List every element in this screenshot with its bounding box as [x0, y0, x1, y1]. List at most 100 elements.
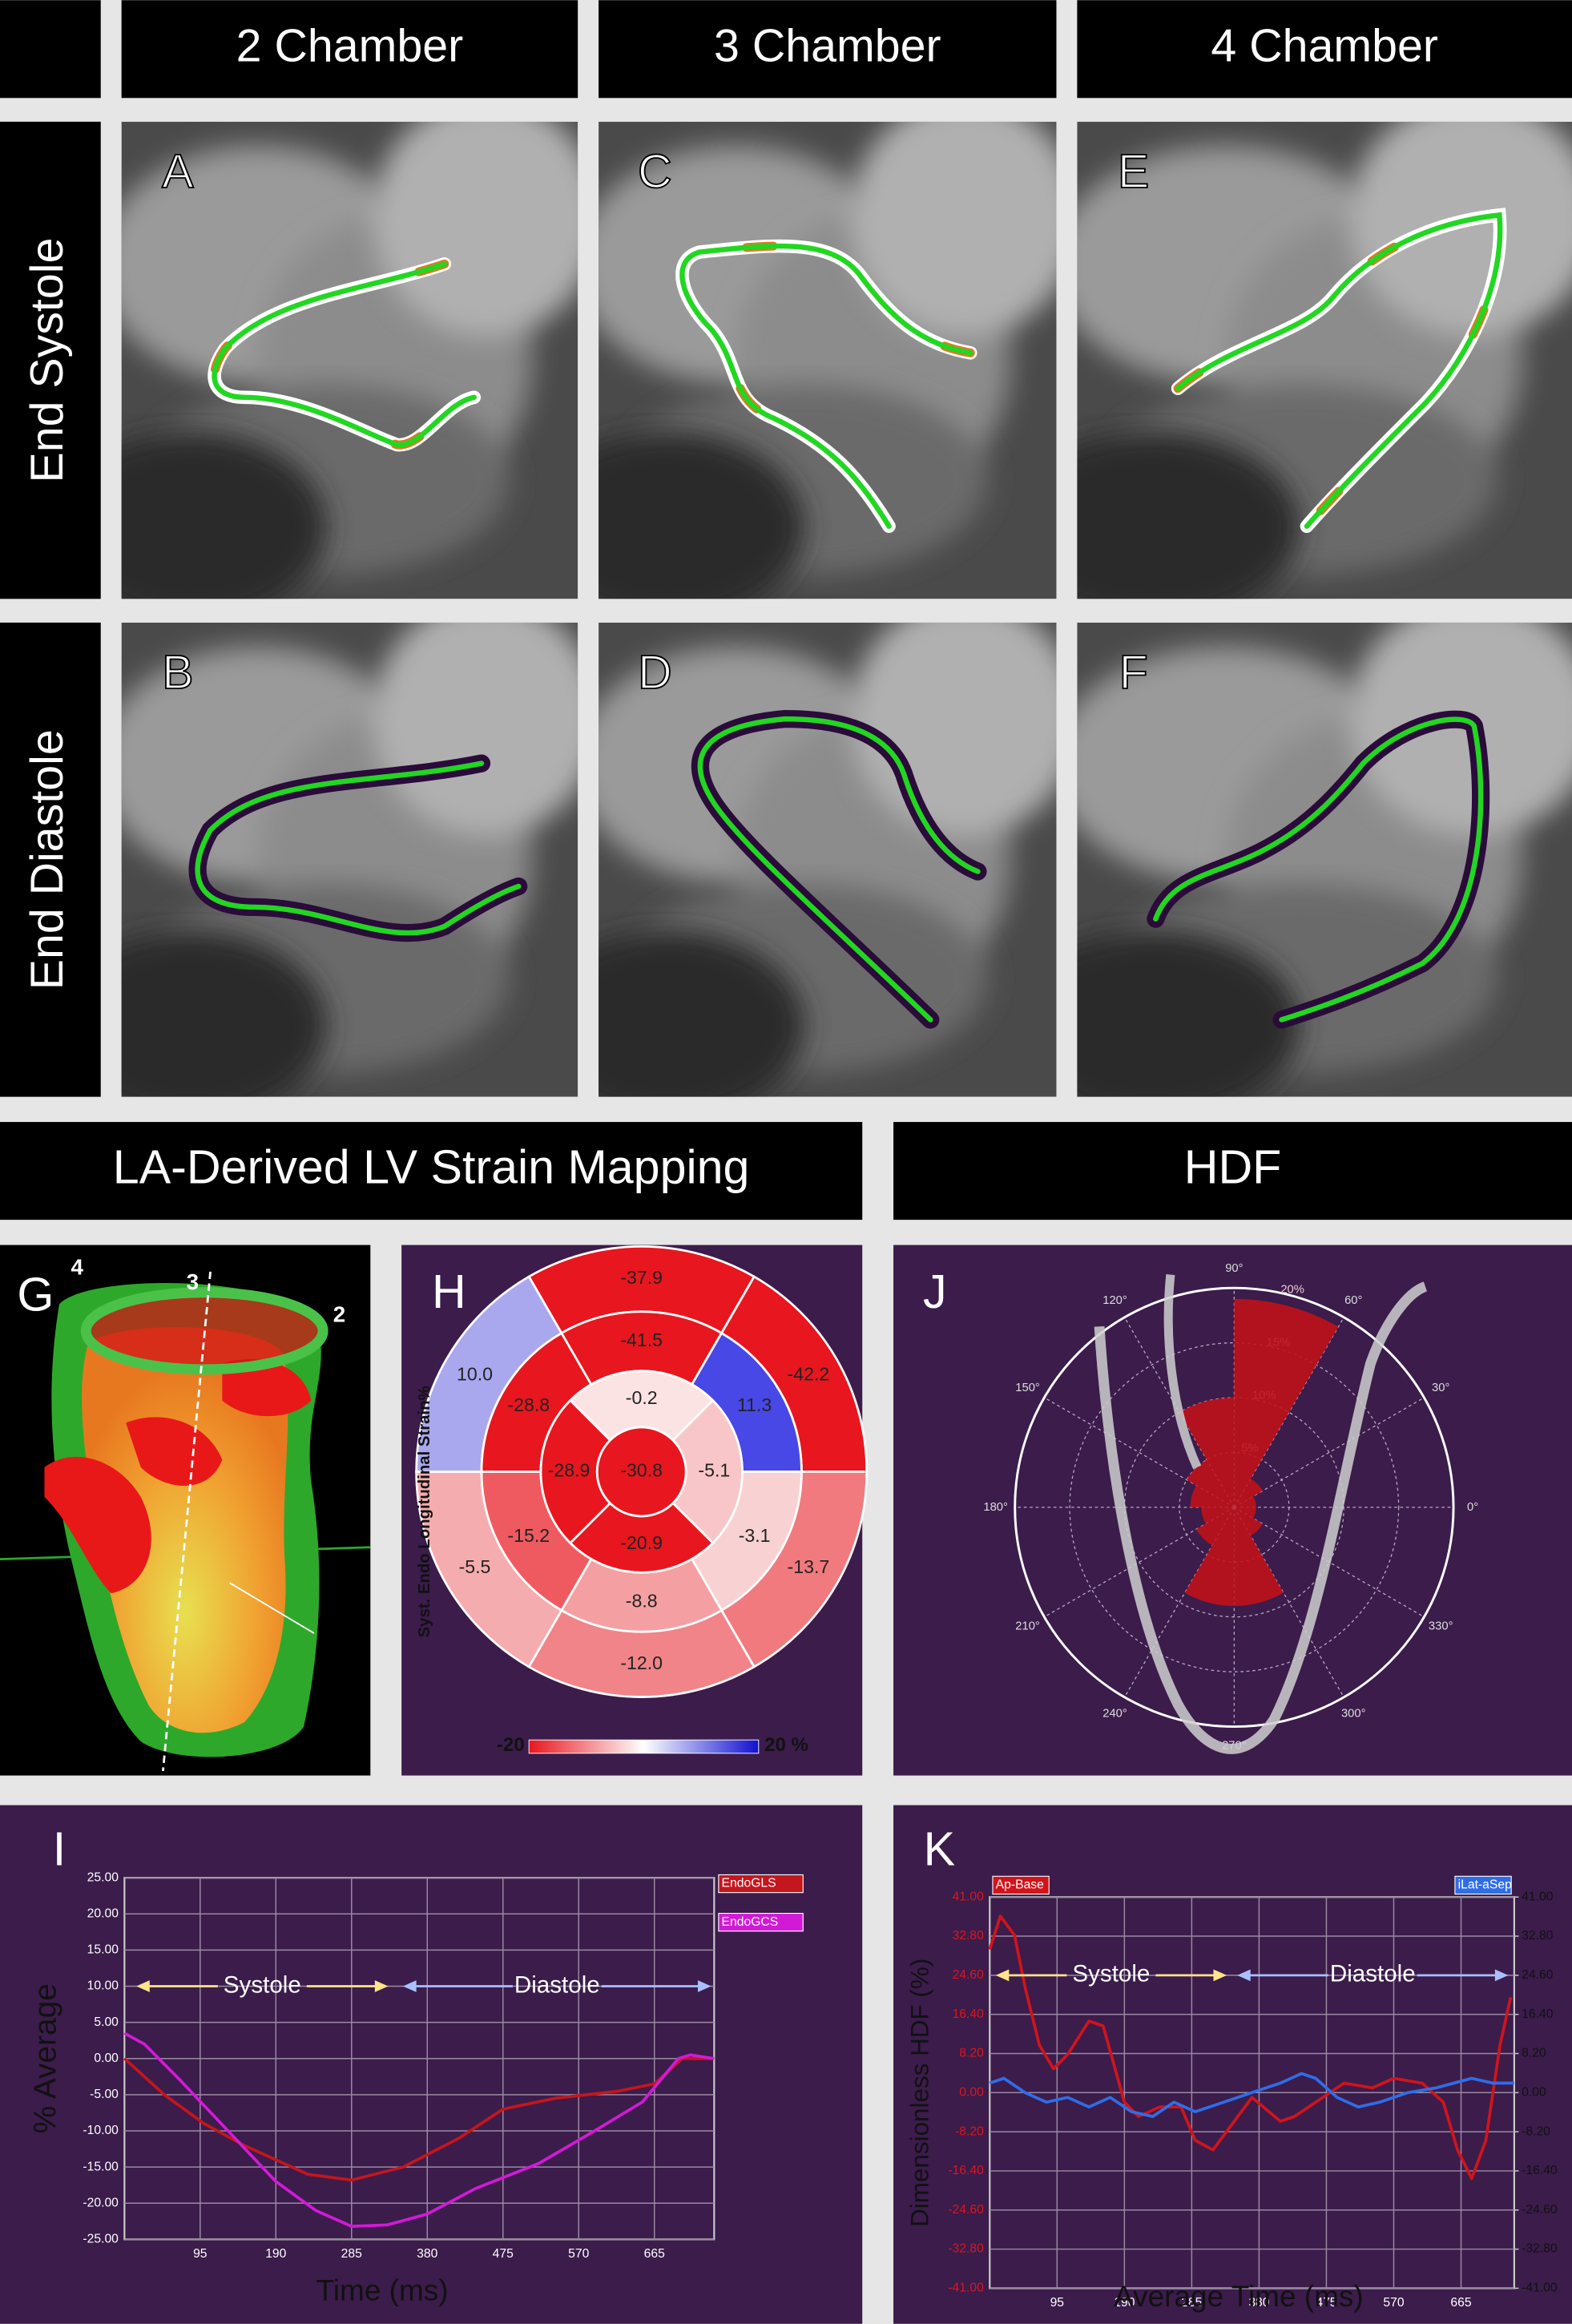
y2-tick-label: -41.00: [1522, 2282, 1558, 2295]
strain-patch: [222, 1358, 312, 1417]
y-tick-label: 0.00: [959, 2085, 984, 2099]
segment-label: -28.9: [548, 1460, 591, 1481]
tissue: [850, 622, 1057, 837]
angle-label: 0°: [1467, 1501, 1478, 1514]
arrow-head: [1494, 1969, 1509, 1982]
legend-swatch: [718, 1874, 804, 1894]
y-tick-label: -5.00: [90, 2088, 119, 2101]
y-tick-label: 0.00: [94, 2052, 119, 2065]
y-tick-label: -16.40: [948, 2164, 984, 2177]
angle-label: 60°: [1344, 1294, 1362, 1307]
arrow-head: [402, 1980, 417, 1992]
angle-label: 180°: [983, 1501, 1008, 1514]
x-tick-label: 285: [341, 2247, 362, 2261]
rose-sector: [1184, 1507, 1235, 1607]
corner-box: [0, 0, 101, 99]
arrow-head: [995, 1969, 1010, 1982]
tissue: [372, 622, 578, 837]
y-tick-label: 32.80: [953, 1929, 985, 1943]
y2-tick-label: -24.60: [1522, 2203, 1558, 2217]
row-header-box: [0, 622, 101, 1097]
angle-label: 150°: [1015, 1382, 1040, 1394]
legend-label: EndoGLS: [722, 1877, 776, 1890]
tissue: [1077, 431, 1300, 599]
section-header: HDF: [1184, 1140, 1282, 1194]
mri-image: [121, 121, 578, 599]
row-header-box: [0, 121, 101, 599]
y2-tick-label: -16.40: [1522, 2164, 1558, 2177]
y2-tick-label: 16.40: [1522, 2007, 1554, 2021]
segment-label: -12.0: [620, 1652, 663, 1673]
y2-tick-label: 24.60: [1522, 1968, 1554, 1982]
view-label: 3: [187, 1269, 199, 1294]
rose-sector: [1234, 1507, 1256, 1519]
x-tick-label: 95: [193, 2247, 208, 2261]
y-tick-label: -20.00: [83, 2196, 119, 2209]
x-tick-label: 475: [493, 2247, 514, 2261]
panel-letter: F: [1119, 645, 1148, 699]
column-header-box: [1077, 0, 1572, 99]
arrow-head: [1213, 1969, 1227, 1982]
y-tick-label: -8.20: [955, 2124, 984, 2138]
y2-tick-label: 41.00: [1522, 1890, 1554, 1903]
tissue: [599, 431, 805, 599]
annotation: Diastole: [514, 1971, 600, 1998]
y-tick-label: -10.00: [83, 2124, 119, 2137]
view-label: 4: [71, 1254, 83, 1279]
tissue: [1349, 622, 1572, 837]
column-header: 3 Chamber: [714, 20, 941, 71]
segment-label: 10.0: [457, 1363, 493, 1384]
contour: [195, 761, 522, 936]
column-header-box: [599, 0, 1057, 99]
x-tick-label: 190: [1114, 2296, 1135, 2310]
rose-sector: [1234, 1479, 1263, 1507]
x-axis-title: Time (ms): [316, 2274, 449, 2307]
mri-image: [1077, 622, 1572, 1097]
axis-label: Syst. Endo Longitudinal Strain%: [416, 1386, 433, 1637]
segment-label: -5.5: [459, 1556, 491, 1577]
segment-label: -37.9: [620, 1267, 663, 1288]
angle-label: 30°: [1432, 1382, 1449, 1394]
panel-letter: J: [923, 1265, 947, 1318]
column-header: 4 Chamber: [1211, 20, 1438, 71]
legend-label: EndoGCS: [722, 1915, 779, 1929]
tissue: [121, 431, 327, 599]
x-tick-label: 475: [1316, 2296, 1336, 2310]
segment-label: -30.8: [620, 1460, 663, 1481]
panel-letter: B: [162, 645, 193, 699]
x-tick-label: 665: [644, 2247, 665, 2261]
angular-grid: [1044, 1507, 1235, 1618]
panel-letter: D: [638, 645, 672, 699]
series-line: [123, 2031, 715, 2228]
tissue: [1077, 930, 1300, 1097]
series-line: [988, 1914, 1513, 2181]
segment-label: -8.8: [626, 1590, 658, 1611]
angle-label: 210°: [1015, 1620, 1040, 1633]
panel-letter: K: [924, 1822, 955, 1875]
column-header-box: [121, 0, 578, 99]
segment-label: -3.1: [739, 1525, 771, 1546]
x-tick-label: 570: [568, 2247, 589, 2261]
arrow-head: [1237, 1969, 1251, 1982]
scale-label: -20: [497, 1734, 525, 1756]
panel-letter: H: [432, 1265, 466, 1318]
legend-label: Ap-Base: [996, 1878, 1044, 1892]
x-tick-label: 380: [417, 2247, 437, 2261]
contour: [1175, 212, 1503, 529]
rose-sector: [1234, 1298, 1339, 1507]
annotation: Systole: [1072, 1961, 1150, 1987]
angle-label: 90°: [1225, 1262, 1243, 1275]
x-tick-label: 570: [1383, 2296, 1404, 2310]
bullseye-segment: [595, 1426, 687, 1518]
heart-outline: [1094, 1281, 1428, 1754]
rose-sector: [1201, 1507, 1235, 1524]
series-line: [989, 2072, 1514, 2118]
heart-outline: [1163, 1273, 1202, 1470]
legend-swatch: [718, 1912, 804, 1932]
column-header: 2 Chamber: [236, 20, 464, 71]
section-header-box: [893, 1122, 1572, 1221]
rose-sector: [1179, 1398, 1235, 1507]
arrow-head: [136, 1980, 150, 1992]
